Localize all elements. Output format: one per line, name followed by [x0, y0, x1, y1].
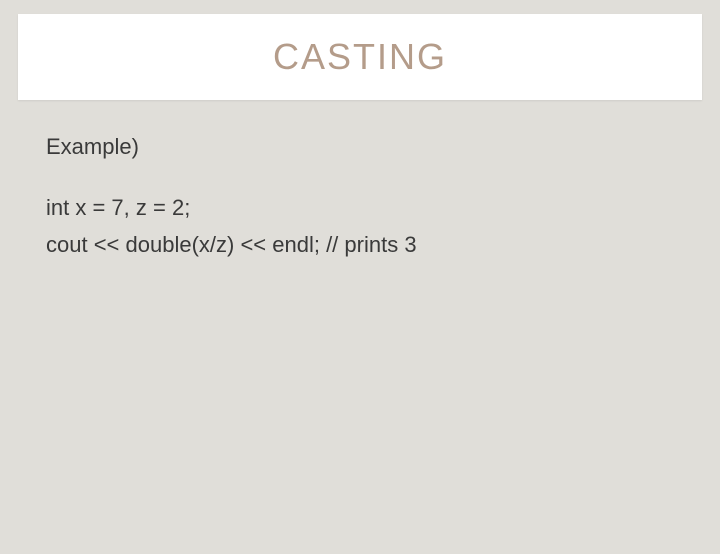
title-box: CASTING — [18, 14, 702, 100]
slide-content: Example) int x = 7, z = 2; cout << doubl… — [0, 100, 720, 261]
slide-title: CASTING — [18, 36, 702, 78]
spacer — [46, 167, 674, 191]
code-line-2: cout << double(x/z) << endl; // prints 3 — [46, 228, 674, 261]
example-label: Example) — [46, 130, 674, 163]
code-line-1: int x = 7, z = 2; — [46, 191, 674, 224]
